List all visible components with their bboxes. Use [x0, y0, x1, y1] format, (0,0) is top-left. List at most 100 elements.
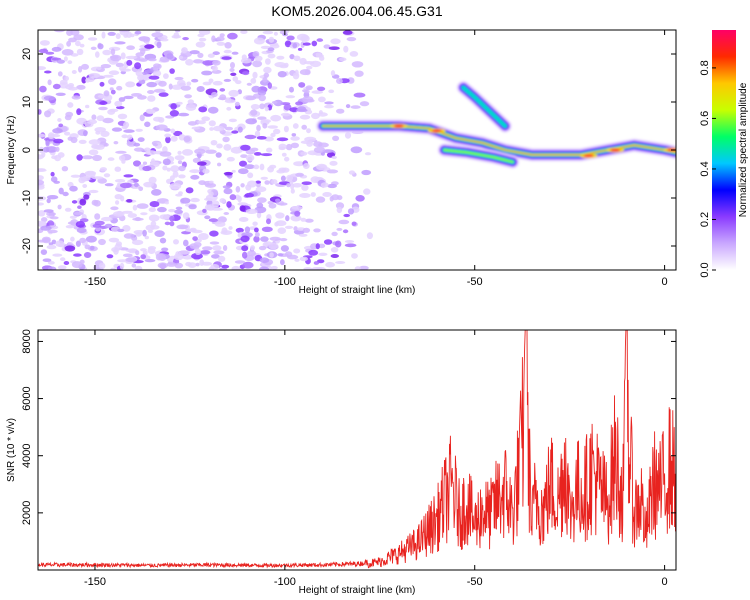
noise-blob — [85, 235, 97, 243]
noise-blob — [330, 38, 341, 45]
noise-blob — [329, 196, 334, 202]
colorbar: 0.0 0.2 0.4 0.6 0.8 Normalized spectral ampl… — [699, 30, 749, 278]
noise-blob — [138, 58, 148, 62]
noise-blob — [164, 201, 169, 205]
noise-blob — [159, 151, 172, 157]
noise-blob — [71, 200, 78, 204]
noise-blob — [148, 58, 157, 62]
noise-blob — [71, 95, 81, 100]
noise-blob — [109, 87, 114, 91]
noise-blob — [99, 101, 108, 105]
noise-blob — [138, 36, 150, 42]
noise-blob — [259, 103, 265, 110]
noise-blob — [99, 167, 107, 172]
noise-blob — [148, 75, 160, 80]
noise-blob — [336, 195, 343, 201]
noise-blob — [88, 149, 99, 156]
noise-blob — [76, 84, 86, 90]
noise-blob — [280, 245, 289, 252]
noise-blob — [317, 86, 326, 92]
noise-blob — [184, 94, 193, 99]
noise-blob — [280, 175, 286, 182]
noise-blob — [125, 55, 138, 60]
noise-blob — [205, 149, 217, 154]
noise-blob — [283, 103, 292, 111]
noise-blob — [226, 201, 232, 208]
noise-blob — [38, 168, 46, 172]
noise-blob — [38, 202, 44, 206]
noise-blob — [76, 227, 87, 233]
noise-blob — [152, 70, 162, 77]
noise-blob — [119, 262, 125, 270]
noise-blob — [187, 121, 198, 126]
noise-blob — [192, 157, 201, 164]
noise-blob — [122, 253, 133, 258]
noise-blob — [250, 78, 257, 84]
colorbar-tick-label: 0.6 — [699, 111, 711, 126]
noise-blob — [297, 47, 303, 51]
noise-blob — [140, 254, 146, 260]
noise-blob — [163, 73, 169, 79]
top-x-tick-label: -150 — [84, 276, 106, 288]
noise-blob — [202, 60, 215, 66]
noise-blob — [126, 45, 135, 50]
noise-blob — [242, 261, 254, 269]
noise-blob — [63, 56, 68, 62]
noise-blob — [289, 107, 299, 113]
noise-blob — [198, 106, 208, 113]
noise-blob — [223, 171, 233, 176]
noise-blob — [52, 128, 63, 134]
noise-blob — [38, 179, 45, 186]
noise-blob — [245, 208, 258, 214]
noise-blob — [82, 184, 88, 188]
noise-blob — [100, 64, 112, 69]
noise-blob — [109, 108, 119, 113]
noise-blob — [278, 202, 288, 206]
noise-blob — [93, 200, 101, 207]
noise-blob — [240, 154, 248, 159]
noise-blob — [151, 32, 164, 38]
noise-blob — [209, 127, 214, 131]
noise-blob — [99, 81, 105, 87]
noise-blob — [267, 53, 276, 59]
bottom-axis-ticks: -150 -100 -50 0 2000 4000 6000 8000 — [21, 329, 676, 588]
noise-blob — [88, 189, 99, 194]
noise-blob — [137, 95, 147, 100]
noise-blob — [78, 66, 83, 73]
noise-blob — [153, 116, 163, 122]
noise-blob — [336, 78, 343, 84]
noise-blob — [293, 226, 298, 232]
noise-blob — [104, 223, 113, 229]
noise-blob — [133, 160, 141, 167]
noise-blob — [145, 150, 157, 156]
noise-blob — [269, 236, 281, 241]
noise-blob — [252, 51, 260, 58]
noise-blob — [284, 225, 294, 229]
noise-blob — [327, 183, 337, 189]
noise-blob — [148, 207, 156, 213]
noise-blob — [197, 120, 206, 125]
noise-blob — [290, 214, 302, 222]
noise-blob — [207, 205, 219, 209]
noise-blob — [133, 142, 141, 147]
noise-blob — [108, 78, 117, 85]
noise-blob — [166, 262, 177, 267]
noise-blob — [40, 249, 48, 256]
noise-blob — [293, 161, 305, 167]
noise-blob — [125, 257, 137, 263]
noise-blob — [284, 156, 290, 162]
noise-blob — [83, 130, 88, 137]
noise-blob — [191, 252, 203, 260]
noise-blob — [313, 146, 326, 154]
noise-blob — [264, 106, 269, 112]
noise-blob — [260, 236, 269, 242]
noise-blob — [178, 165, 186, 172]
noise-blob — [336, 206, 343, 214]
noise-blob — [286, 183, 291, 188]
noise-blob — [214, 221, 226, 227]
noise-blob — [326, 169, 339, 174]
noise-blob — [67, 83, 75, 88]
noise-blob — [196, 86, 205, 92]
noise-blob — [336, 227, 343, 231]
